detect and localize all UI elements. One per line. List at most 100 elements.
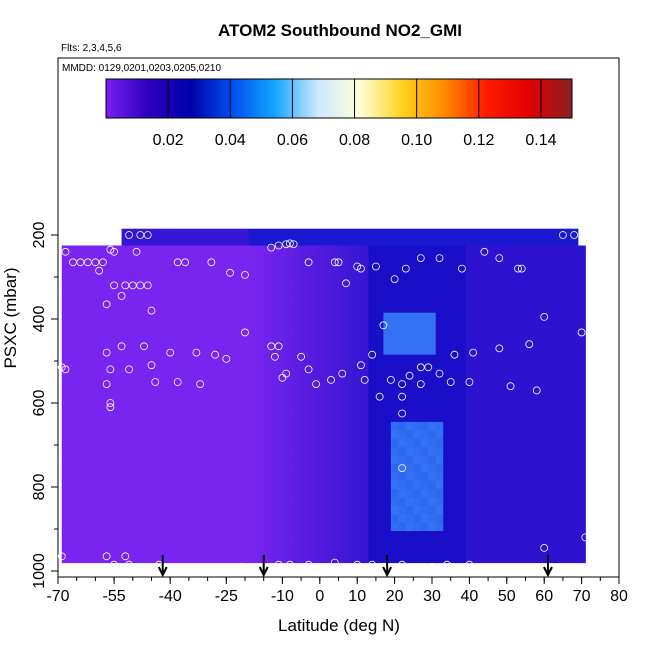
heatmap-cell (443, 304, 452, 314)
heatmap-cell (61, 514, 70, 524)
heatmap-cell (106, 539, 115, 549)
heatmap-cell (390, 253, 399, 263)
heatmap-cell (218, 531, 227, 540)
heatmap-cell (398, 463, 407, 473)
heatmap-cell (248, 371, 257, 381)
heatmap-cell (331, 388, 339, 398)
heatmap-cell (570, 472, 579, 482)
heatmap-cell (555, 413, 564, 423)
heatmap-cell (495, 505, 504, 515)
heatmap-cell (488, 321, 497, 330)
heatmap-cell (510, 379, 519, 389)
heatmap-cell (76, 279, 85, 288)
heatmap-cell (383, 295, 392, 305)
sample-point (304, 258, 313, 267)
sample-point (334, 258, 343, 267)
heatmap-cell (443, 455, 452, 465)
heatmap-cell (555, 354, 564, 364)
heatmap-cell (316, 321, 325, 330)
heatmap-cell (562, 505, 571, 515)
heatmap-cell (196, 346, 205, 356)
heatmap-cell (465, 455, 474, 465)
heatmap-cell (203, 405, 212, 414)
heatmap-cell (316, 312, 325, 322)
heatmap-cell (338, 455, 347, 465)
x-tick-label: -10 (271, 588, 294, 605)
heatmap-cell (69, 354, 78, 364)
heatmap-cell (271, 421, 280, 431)
heatmap-cell (136, 287, 145, 297)
heatmap-cell (473, 363, 482, 372)
sample-point (416, 380, 425, 389)
heatmap-cell (375, 505, 384, 515)
sample-point (495, 254, 504, 263)
heatmap-cell (368, 522, 377, 532)
heatmap-cell (353, 447, 362, 456)
heatmap-cell (151, 287, 160, 297)
heatmap-cell (233, 304, 242, 314)
heatmap-cell (308, 228, 317, 246)
heatmap-cell (61, 472, 70, 482)
heatmap-cell (547, 304, 556, 314)
heatmap-cell (532, 245, 541, 255)
heatmap-cell (278, 262, 287, 272)
heatmap-cell (323, 455, 332, 465)
heatmap-cell (233, 295, 242, 305)
heatmap-cell (308, 279, 317, 288)
heatmap-cell (390, 245, 399, 255)
heatmap-cell (503, 371, 512, 381)
heatmap-cell (91, 295, 100, 305)
heatmap-cell (173, 505, 182, 515)
heatmap-cell (293, 253, 302, 263)
heatmap-cell (518, 438, 526, 448)
heatmap-cell (570, 556, 579, 564)
heatmap-cell (203, 480, 212, 490)
heatmap-cell (510, 438, 519, 448)
heatmap-cell (196, 505, 205, 515)
heatmap-cell (375, 388, 384, 398)
heatmap-cell (248, 295, 257, 305)
heatmap-cell (390, 447, 399, 456)
heatmap-cell (136, 295, 145, 305)
heatmap-cell (435, 379, 444, 389)
heatmap-cell (158, 371, 167, 381)
heatmap-cell (271, 287, 280, 297)
heatmap-cell (323, 388, 332, 398)
heatmap-cell (510, 480, 519, 490)
heatmap-cell (510, 531, 519, 540)
heatmap-cell (144, 321, 152, 330)
heatmap-cell (375, 287, 384, 297)
heatmap-cell (353, 522, 362, 532)
heatmap-cell (443, 472, 452, 482)
heatmap-cell (488, 388, 497, 398)
heatmap-cell (158, 337, 167, 347)
heatmap-cell (106, 447, 115, 456)
heatmap-cell (151, 413, 160, 423)
heatmap-cell (540, 371, 549, 381)
heatmap-cell (420, 279, 429, 288)
heatmap-cell (488, 312, 497, 322)
heatmap-cell (166, 346, 175, 356)
heatmap-cell (375, 455, 384, 465)
heatmap-cell (428, 388, 437, 398)
heatmap-cell (450, 455, 459, 465)
heatmap-cell (181, 514, 190, 524)
heatmap-cell (263, 472, 272, 482)
heatmap-cell (562, 304, 571, 314)
heatmap-cell (144, 346, 152, 356)
heatmap-cell (525, 455, 534, 465)
heatmap-cell (450, 363, 459, 372)
heatmap-cell (308, 438, 317, 448)
heatmap-cell (488, 363, 497, 372)
heatmap-cell (188, 413, 197, 423)
heatmap-cell (555, 371, 564, 381)
heatmap-cell (241, 505, 250, 515)
heatmap-cell (136, 337, 145, 347)
heatmap-cell (540, 270, 549, 280)
heatmap-cell (308, 472, 317, 482)
heatmap-cell (233, 245, 242, 255)
heatmap-cell (308, 321, 317, 330)
heatmap-cell (316, 388, 325, 398)
heatmap-cell (129, 547, 138, 557)
